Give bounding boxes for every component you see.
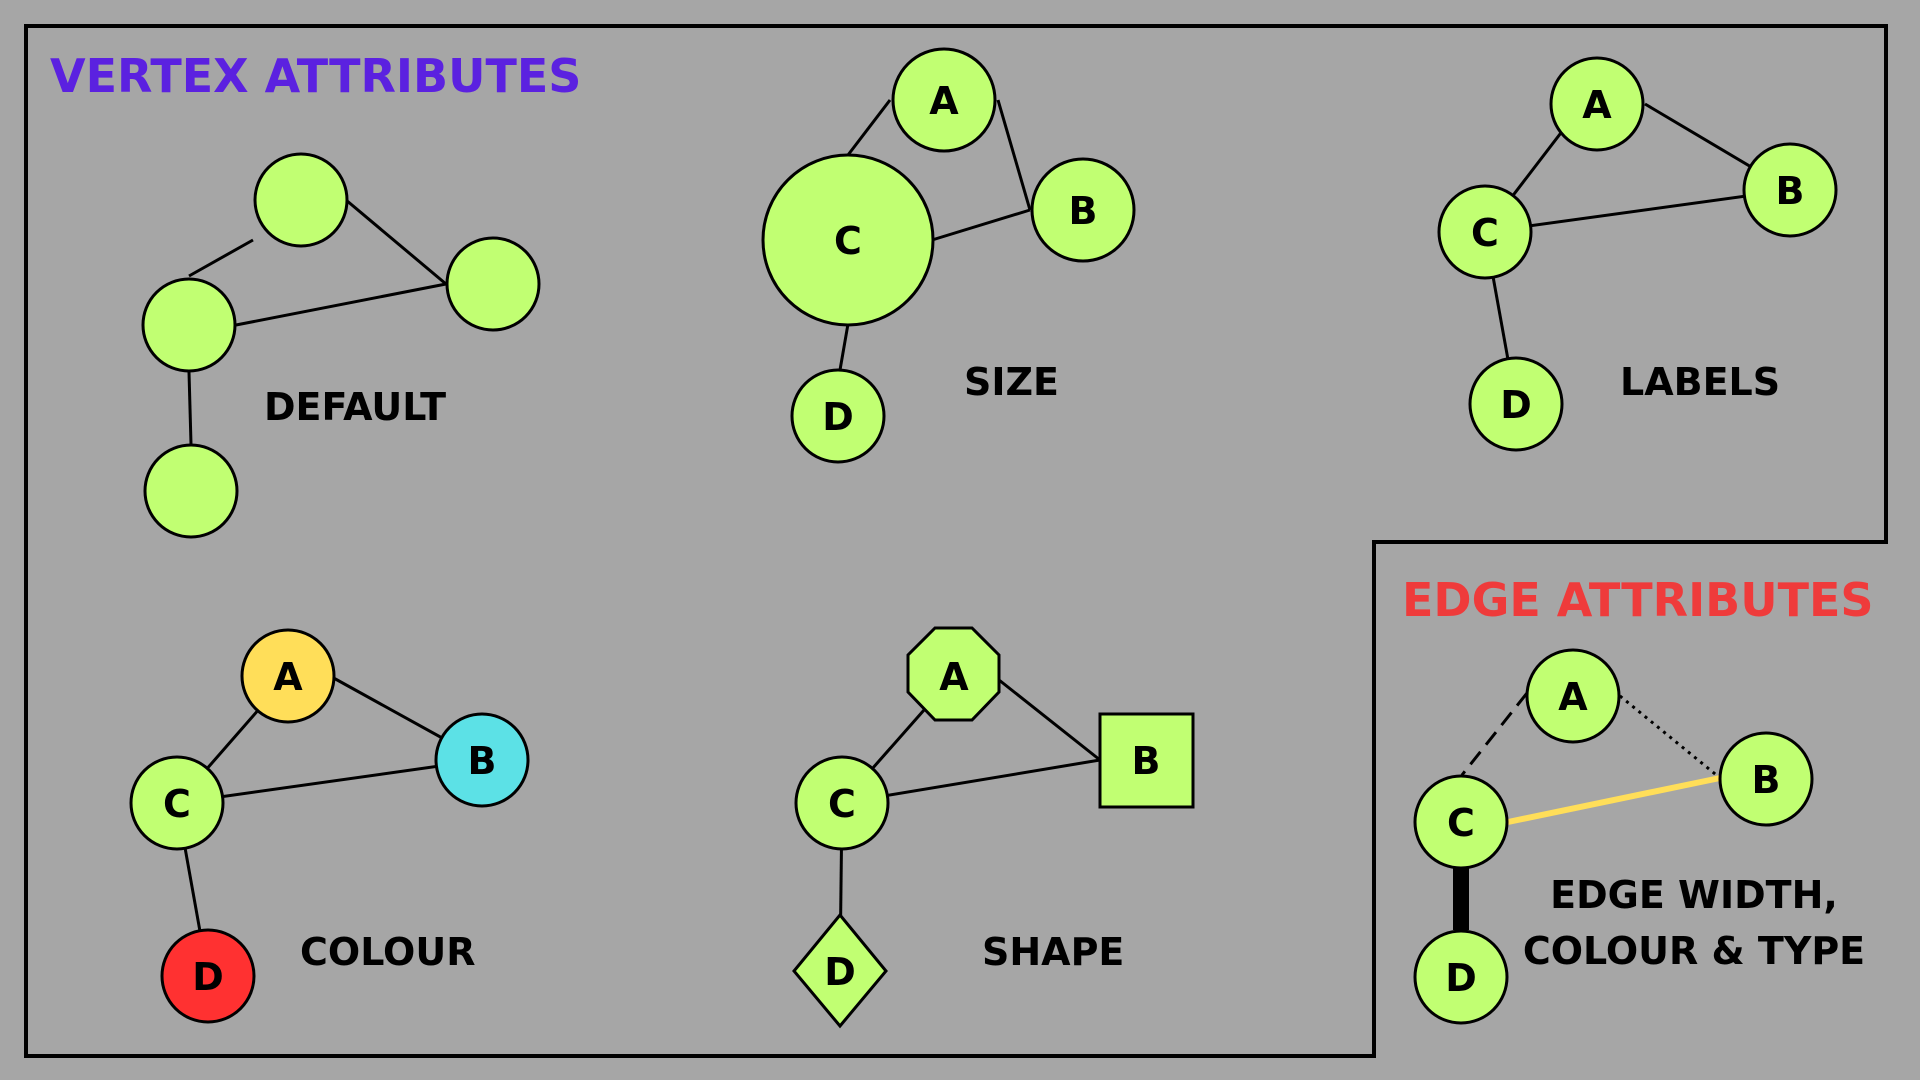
node-label-b: B: [1752, 758, 1781, 802]
node-label-c: C: [163, 782, 191, 826]
edge-caption-line1: EDGE WIDTH,: [1550, 873, 1838, 917]
node-b-square: [1098, 712, 1195, 809]
edge-attributes-graph: A B C D EDGE WIDTH, COLOUR & TYPE: [1413, 648, 1865, 1025]
node-b: [1718, 731, 1814, 827]
shape-caption: SHAPE: [982, 930, 1124, 974]
node-b-cyan: [434, 712, 530, 808]
edge-a-c: [846, 99, 892, 156]
node-label-a: A: [1582, 83, 1612, 127]
node-label-a: A: [1558, 675, 1588, 719]
node-label-b: B: [1776, 169, 1805, 213]
node-label-c: C: [1471, 211, 1499, 255]
default-graph: DEFAULT: [141, 152, 541, 539]
node-c: [141, 277, 237, 373]
edge-a-c-dashed: [1460, 692, 1529, 776]
node-label-a: A: [273, 655, 303, 699]
default-caption: DEFAULT: [264, 385, 446, 429]
edge-c-b: [235, 282, 447, 327]
node-label-d: D: [192, 955, 224, 999]
node-label-d: D: [822, 395, 854, 439]
labels-caption: LABELS: [1620, 360, 1780, 404]
size-caption: SIZE: [964, 360, 1059, 404]
node-c: [1437, 184, 1533, 280]
node-label-d: D: [824, 950, 856, 994]
edge-caption-line2: COLOUR & TYPE: [1523, 929, 1865, 973]
size-graph: A B C D SIZE: [761, 47, 1136, 464]
node-label-c: C: [834, 219, 862, 263]
node-a-octagon: [906, 626, 1001, 722]
node-c-large: [761, 153, 935, 327]
edge-a-b: [993, 674, 1101, 762]
edge-c-b: [176, 758, 483, 805]
edge-attributes-heading: EDGE ATTRIBUTES: [1402, 573, 1874, 627]
node-label-b: B: [468, 739, 497, 783]
node-d: [1413, 929, 1509, 1025]
node-a: [253, 152, 349, 248]
node-label-c: C: [1447, 801, 1475, 845]
edge-c-b-yellow: [1507, 775, 1721, 825]
edge-a-b: [996, 99, 1032, 211]
node-b: [1030, 157, 1136, 263]
node-label-d: D: [1445, 956, 1477, 1000]
node-c: [794, 755, 890, 851]
node-b: [1742, 142, 1838, 238]
edge-a-b-dotted: [1619, 694, 1721, 780]
node-c: [1413, 774, 1509, 870]
node-d: [143, 443, 239, 539]
edge-c-d: [187, 371, 193, 445]
colour-graph: A B C D COLOUR: [129, 628, 530, 1024]
colour-caption: COLOUR: [300, 930, 475, 974]
node-c: [129, 755, 225, 851]
vertex-attributes-heading: VERTEX ATTRIBUTES: [50, 49, 581, 103]
node-a: [891, 47, 997, 153]
edge-a-c: [188, 238, 254, 278]
node-label-c: C: [828, 782, 856, 826]
edge-c-b: [1484, 188, 1791, 234]
node-a: [1549, 56, 1645, 152]
node-label-a: A: [939, 655, 969, 699]
node-d: [790, 368, 886, 464]
node-b: [445, 236, 541, 332]
edge-c-d: [838, 323, 850, 371]
node-label-b: B: [1069, 189, 1098, 233]
node-d: [1468, 356, 1564, 452]
node-a: [1525, 648, 1621, 744]
node-label-d: D: [1500, 383, 1532, 427]
edge-c-b: [931, 208, 1031, 242]
node-a-yellow: [240, 628, 336, 724]
node-d-red: [160, 928, 256, 1024]
shape-graph: A B C D SHAPE: [792, 626, 1195, 1029]
node-d-diamond: [792, 912, 888, 1029]
labels-graph: A B C D LABELS: [1437, 56, 1838, 452]
edge-a-b: [345, 198, 447, 286]
node-label-b: B: [1132, 739, 1161, 783]
node-label-a: A: [929, 79, 959, 123]
